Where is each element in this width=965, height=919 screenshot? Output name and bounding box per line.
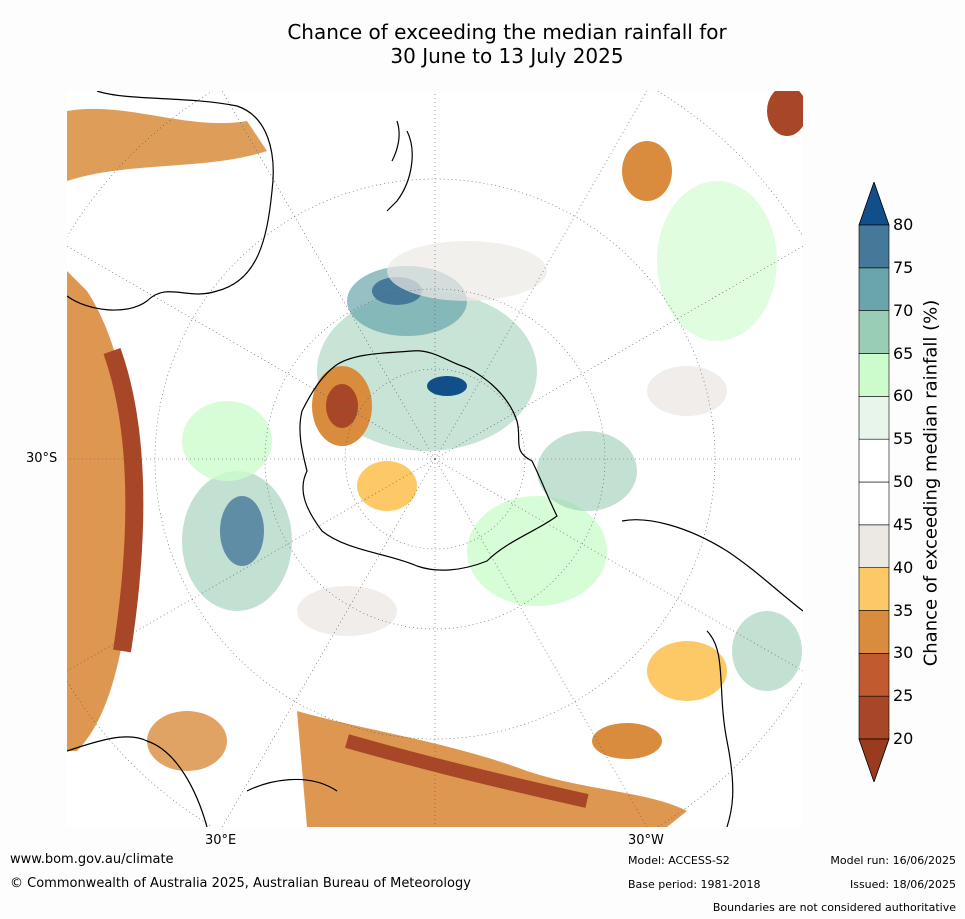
- longitude-label-30w: 30°W: [628, 833, 664, 848]
- rainfall-outlook-map: [67, 91, 803, 827]
- south-america-coastline: [621, 519, 803, 827]
- colorbar-band: [858, 695, 890, 740]
- colorbar-band: [858, 438, 890, 483]
- probability-field: [67, 91, 803, 827]
- graticule: [67, 91, 803, 827]
- colorbar-tick-label: 70: [893, 300, 914, 320]
- colorbar-tick-label: 40: [893, 557, 914, 577]
- colorbar-tick-label: 25: [893, 686, 914, 706]
- colorbar-band: [858, 610, 890, 654]
- australia-coastline: [67, 91, 274, 311]
- colorbar-tick-label: 55: [893, 429, 914, 449]
- footer-issued: Issued: 18/06/2025: [849, 878, 956, 891]
- colorbar-bands: [858, 224, 890, 740]
- antarctica-coastline: [299, 350, 558, 571]
- longitude-label-30e: 30°E: [205, 833, 237, 848]
- colorbar-band: [858, 653, 890, 697]
- colorbar-title: Chance of exceeding median rainfall (%): [920, 299, 942, 667]
- colorbar-band: [858, 267, 890, 311]
- map-title: Chance of exceeding the median rainfall …: [0, 20, 965, 68]
- colorbar-svg: [858, 180, 890, 784]
- colorbar-band: [858, 310, 890, 354]
- colorbar-min-arrow: [858, 738, 890, 784]
- footer-model-run: Model run: 16/06/2025: [830, 854, 956, 867]
- colorbar-band: [858, 524, 890, 568]
- coastlines: [67, 91, 803, 827]
- map-svg: [67, 91, 803, 827]
- colorbar-band: [858, 353, 890, 397]
- colorbar-tick-label: 45: [893, 514, 914, 534]
- colorbar-max-arrow: [858, 180, 890, 226]
- footer-base-period: Base period: 1981-2018: [628, 878, 761, 891]
- colorbar-tick-label: 35: [893, 600, 914, 620]
- colorbar-tick-label: 65: [893, 343, 914, 363]
- colorbar-band: [858, 224, 890, 269]
- title-line-1: Chance of exceeding the median rainfall …: [287, 20, 727, 44]
- colorbar-tick-label: 75: [893, 257, 914, 277]
- footer-disclaimer: Boundaries are not considered authoritat…: [712, 901, 956, 914]
- colorbar-band: [858, 481, 890, 526]
- colorbar-band: [858, 567, 890, 611]
- colorbar-tick-label: 50: [893, 472, 914, 491]
- latitude-label-30s: 30°S: [26, 451, 58, 466]
- footer-copyright: © Commonwealth of Australia 2025, Austra…: [10, 876, 471, 891]
- africa-coastline: [67, 736, 338, 827]
- colorbar-tick-label: 60: [893, 386, 914, 406]
- footer-url[interactable]: www.bom.gov.au/climate: [10, 852, 174, 867]
- title-line-2: 30 June to 13 July 2025: [390, 44, 624, 68]
- new-zealand-coastline: [386, 120, 413, 212]
- colorbar-tick-label: 80: [893, 215, 914, 234]
- colorbar-tick-label: 30: [893, 643, 914, 663]
- colorbar: [858, 180, 890, 784]
- footer-model: Model: ACCESS-S2: [628, 854, 730, 867]
- colorbar-band: [858, 396, 890, 440]
- colorbar-tick-label: 20: [893, 729, 914, 748]
